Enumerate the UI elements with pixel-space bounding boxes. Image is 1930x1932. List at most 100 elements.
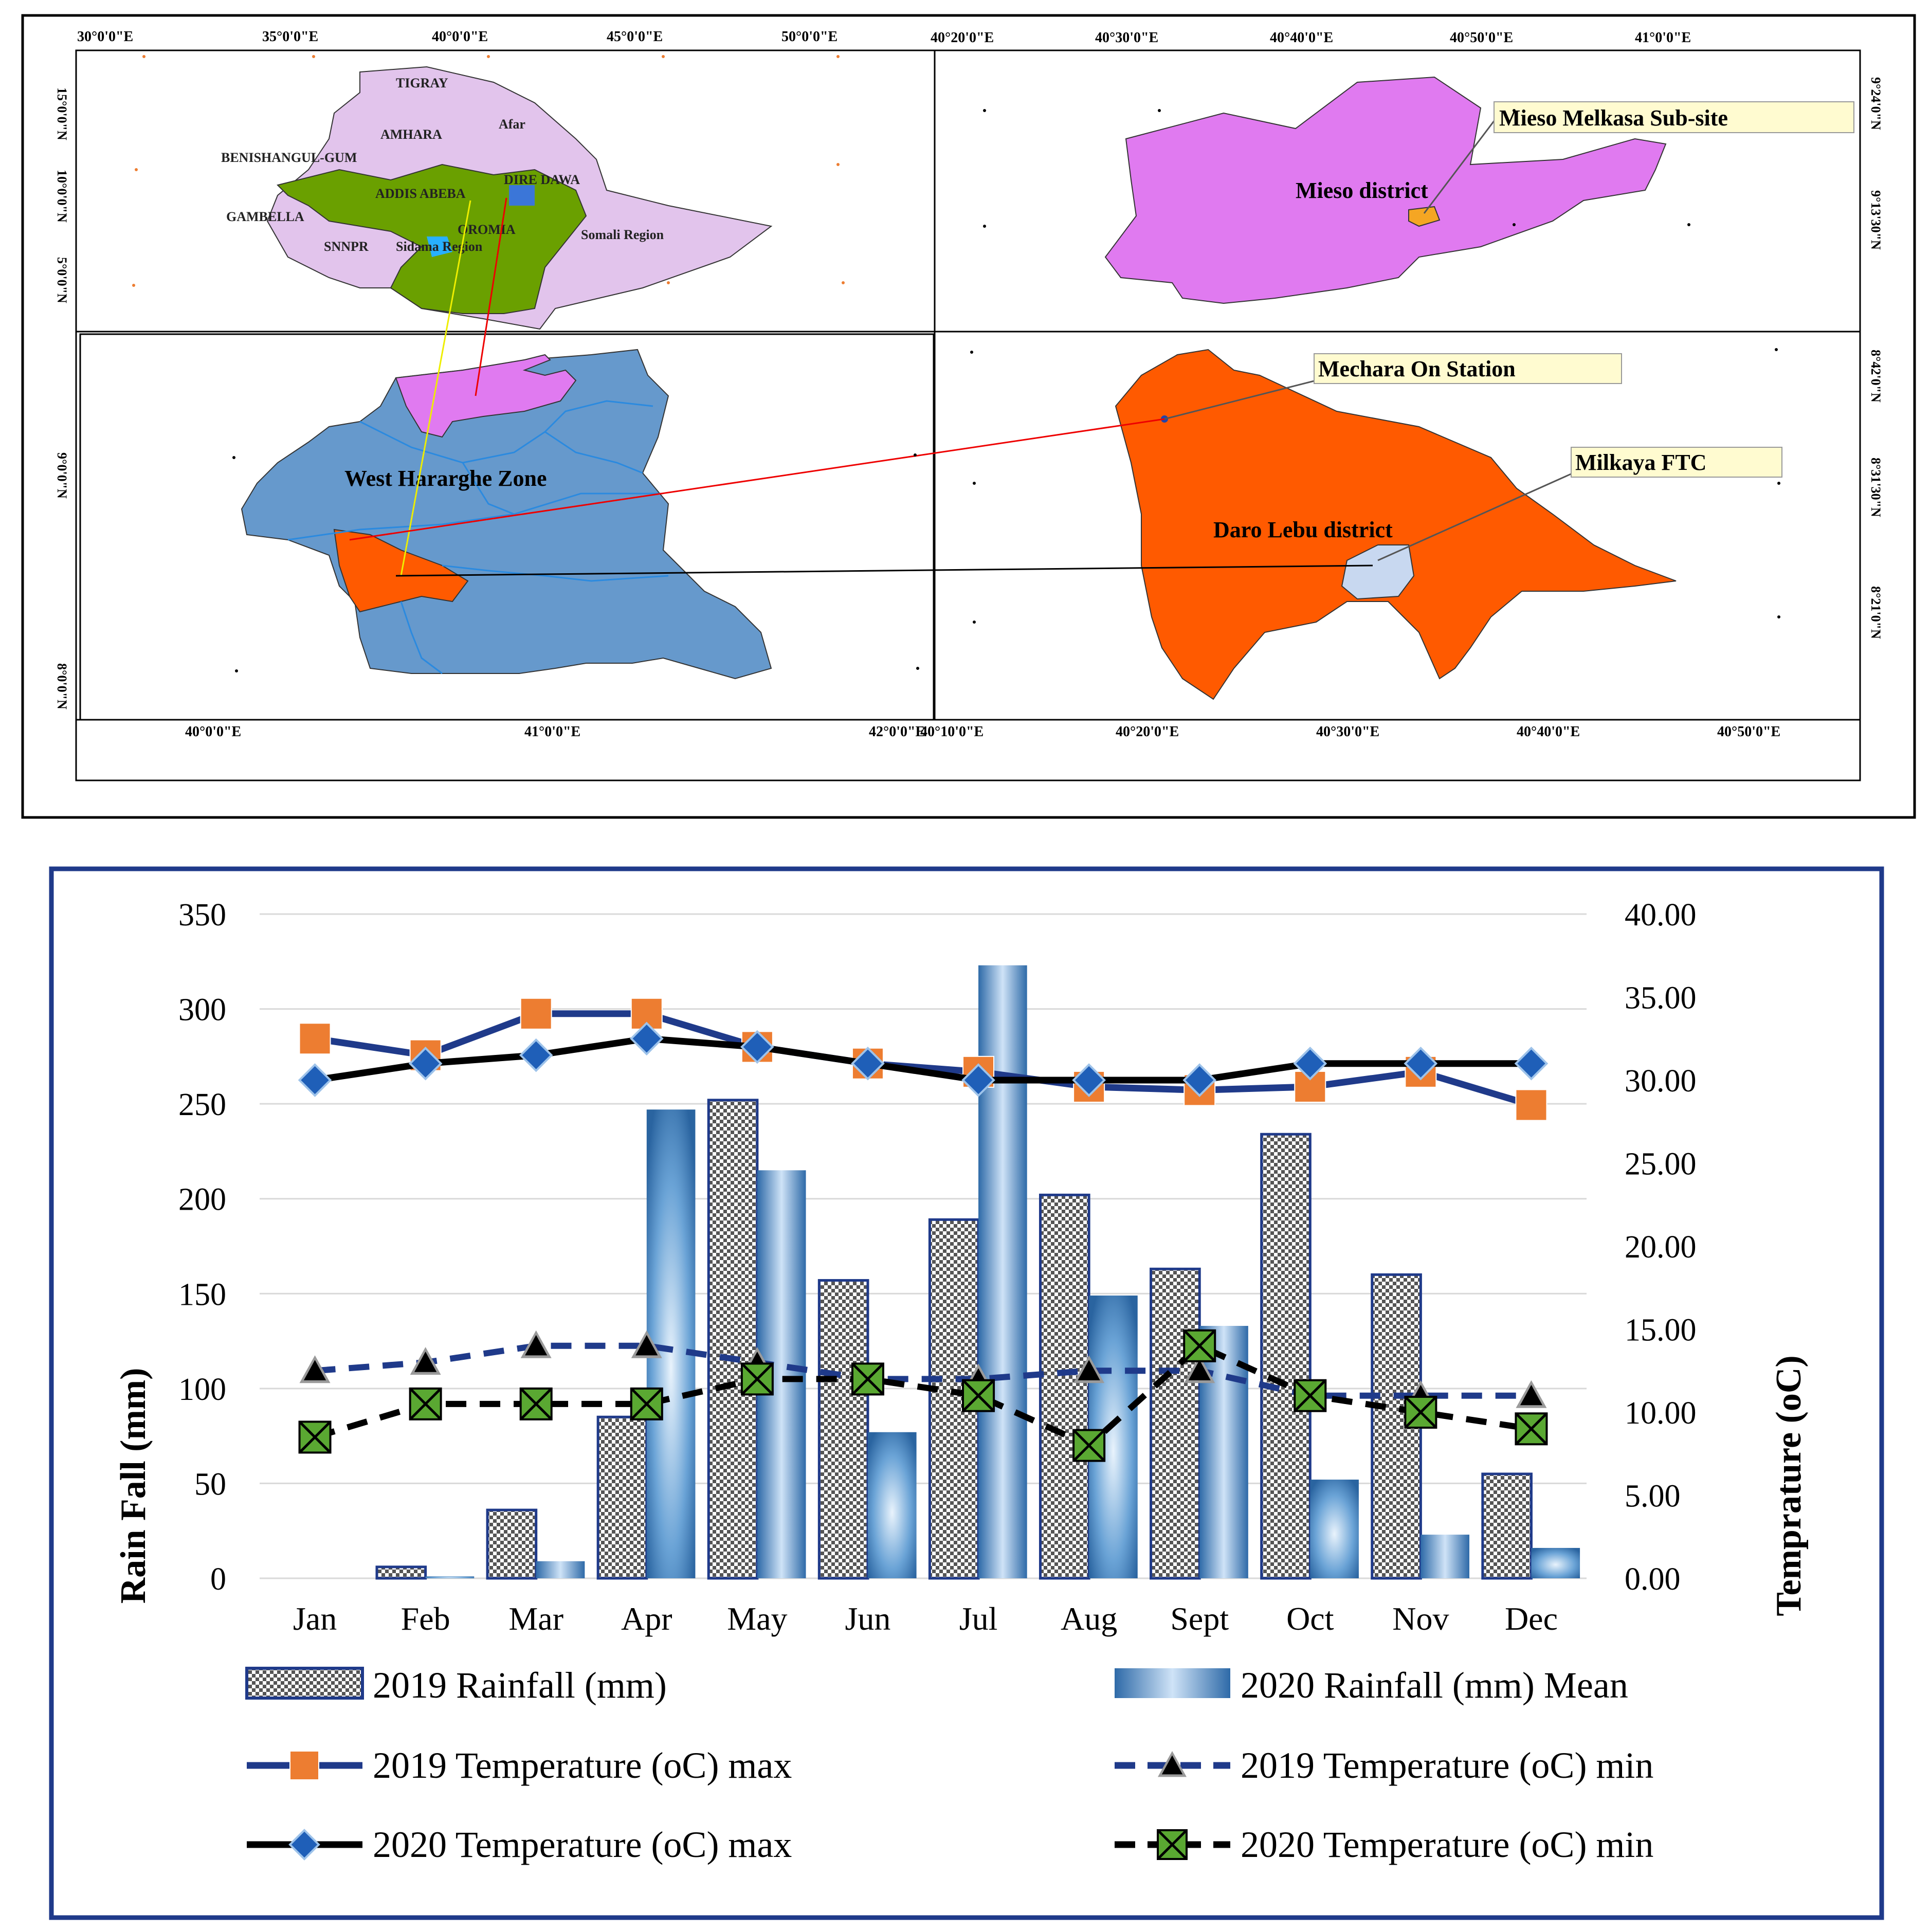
coordinate-label: 8°0'0"N	[54, 663, 69, 709]
ethiopia-left-ticks: 15°0'0"N 10°0'0"N 5°0'0"N	[54, 87, 69, 303]
coordinate-label: 41°0'0"E	[524, 724, 580, 740]
legend-swatch-2019-rainfall	[245, 1667, 364, 1700]
right-axis-title: Temprature (oC)	[1769, 1355, 1809, 1616]
coordinate-label: 9°24'0"N	[1868, 77, 1883, 130]
region-label: BENISHANGUL-GUM	[221, 150, 357, 165]
bar-2020-rainfall	[867, 1432, 917, 1578]
region-label: Somali Region	[581, 227, 664, 242]
graticule-crosses	[232, 109, 1780, 672]
bar-2020-rainfall	[536, 1561, 585, 1578]
marker-min-2020-cross	[962, 1379, 995, 1412]
legend-marker	[288, 1829, 320, 1861]
coordinate-label: 40°20'0"E	[1116, 724, 1179, 740]
legend-marker-cross	[1157, 1829, 1188, 1860]
bar-2019-rainfall	[375, 1565, 427, 1580]
line-max-2019	[314, 1010, 1533, 1108]
bar-2019-rainfall	[1260, 1133, 1312, 1580]
coordinate-label: 8°31'30"N	[1868, 458, 1883, 517]
daro-lebu-inset: Mechara On Station Milkaya FTC Daro Lebu…	[1115, 349, 1782, 700]
right-tick-label: 10.00	[1625, 1396, 1697, 1431]
left-axis-title: Rain Fall (mm)	[114, 1368, 153, 1604]
coordinate-label: 9°0'0"N	[54, 452, 69, 499]
month-label: Jul	[959, 1600, 998, 1637]
coordinate-label: 5°0'0"N	[54, 257, 69, 303]
marker-max-2020	[1293, 1046, 1327, 1081]
ethiopia-top-ticks: 30°0'0"E 35°0'0"E 40°0'0"E 45°0'0"E 50°0…	[77, 29, 837, 45]
right-tick-label: 20.00	[1625, 1230, 1697, 1265]
bar-2019-rainfall	[1039, 1193, 1090, 1580]
west-hararghe-inset: West Hararghe Zone	[241, 349, 772, 680]
month-label: Jun	[845, 1600, 891, 1637]
right-tick-label: 5.00	[1625, 1479, 1681, 1514]
west-hararghe-left-ticks: 9°0'0"N 8°0'0"N	[54, 452, 69, 709]
bar-2019-rainfall	[596, 1415, 648, 1580]
west-hararghe-label: West Hararghe Zone	[344, 466, 547, 491]
month-label: Aug	[1061, 1600, 1117, 1637]
bar-2019-rainfall	[1481, 1472, 1533, 1580]
marker-max-2020	[740, 1030, 774, 1064]
region-label: SNNPR	[324, 239, 369, 254]
marker-max-2020	[298, 1063, 332, 1097]
mechara-callout-box	[1314, 353, 1622, 384]
coordinate-label: 8°21'0"N	[1868, 586, 1883, 639]
daro-lebu-bottom-ticks: 40°10'0"E 40°20'0"E 40°30'0"E 40°40'0"E …	[920, 724, 1780, 740]
bar-2019-rainfall	[486, 1508, 538, 1580]
coordinate-label: 40°40'0"E	[1517, 724, 1580, 740]
month-label: Nov	[1392, 1600, 1449, 1637]
left-tick-label: 300	[178, 993, 226, 1028]
right-tick-label: 0.00	[1625, 1562, 1681, 1597]
marker-max-2020	[629, 1022, 664, 1056]
marker-min-2020-cross	[1072, 1429, 1105, 1462]
marker-max-2020	[408, 1046, 443, 1081]
mechara-callout-label: Mechara On Station	[1318, 356, 1516, 381]
left-tick-label: 350	[178, 898, 226, 933]
marker-min-2020-cross	[409, 1388, 442, 1420]
line-min-2019	[315, 1342, 1532, 1399]
month-label: Apr	[621, 1600, 672, 1637]
west-hararghe-bottom-ticks: 40°0'0"E 41°0'0"E 42°0'0"E	[185, 724, 925, 740]
coordinate-label: 40°50'0"E	[1717, 724, 1780, 740]
region-label: AMHARA	[380, 127, 442, 142]
map-connector-lines	[349, 197, 1373, 577]
daro-lebu-right-ticks: 8°42'0"N 8°31'30"N 8°21'0"N	[1868, 350, 1883, 639]
right-tick-label: 35.00	[1625, 981, 1697, 1016]
mieso-callout-label: Mieso Melkasa Sub-site	[1499, 105, 1728, 131]
marker-min-2019	[635, 1335, 658, 1356]
region-label: GAMBELLA	[226, 209, 304, 224]
mieso-callout-line	[1423, 118, 1497, 214]
mieso-district-shape	[1104, 76, 1667, 304]
right-tick-label: 15.00	[1625, 1313, 1697, 1348]
coordinate-label: 40°0'0"E	[185, 724, 241, 740]
coordinate-label: 40°50'0"E	[1450, 30, 1513, 46]
right-tick-label: 40.00	[1625, 898, 1697, 933]
coordinate-label: 8°42'0"N	[1868, 350, 1883, 403]
marker-min-2020-cross	[1404, 1396, 1437, 1429]
mieso-callout-box	[1494, 101, 1854, 133]
month-label: May	[727, 1600, 787, 1637]
marker-min-2019	[303, 1360, 326, 1380]
month-label: Jan	[293, 1600, 337, 1637]
right-tick-label: 30.00	[1625, 1064, 1697, 1099]
temperature-lines	[298, 997, 1549, 1462]
left-axis-ticks: 0 50 100 150 200 250 300 350	[178, 898, 226, 1597]
coordinate-label: 40°0'0"E	[432, 29, 488, 45]
marker-max-2020	[851, 1046, 885, 1081]
month-label: Feb	[401, 1600, 450, 1637]
marker-min-2019	[414, 1352, 437, 1372]
left-tick-label: 150	[178, 1277, 226, 1312]
region-label: Afar	[499, 117, 525, 132]
marker-min-2019	[525, 1335, 548, 1356]
line-max-2020	[314, 1035, 1532, 1084]
left-tick-label: 50	[194, 1467, 226, 1502]
marker-max-2020	[961, 1063, 995, 1097]
region-label: ADDIS ABEBA	[375, 186, 466, 201]
coordinate-label: 35°0'0"E	[262, 29, 318, 45]
bar-2019-rainfall	[707, 1099, 759, 1580]
map-inner-frame	[75, 49, 1861, 781]
marker-min-2020-cross	[1515, 1412, 1548, 1446]
daro-lebu-district-label: Daro Lebu district	[1213, 517, 1393, 542]
milkaya-callout-box	[1571, 447, 1782, 478]
mieso-district-label: Mieso district	[1296, 178, 1428, 203]
marker-max-2020	[1072, 1063, 1106, 1097]
legend-label: 2020 Temperature (oC) max	[373, 1824, 792, 1865]
